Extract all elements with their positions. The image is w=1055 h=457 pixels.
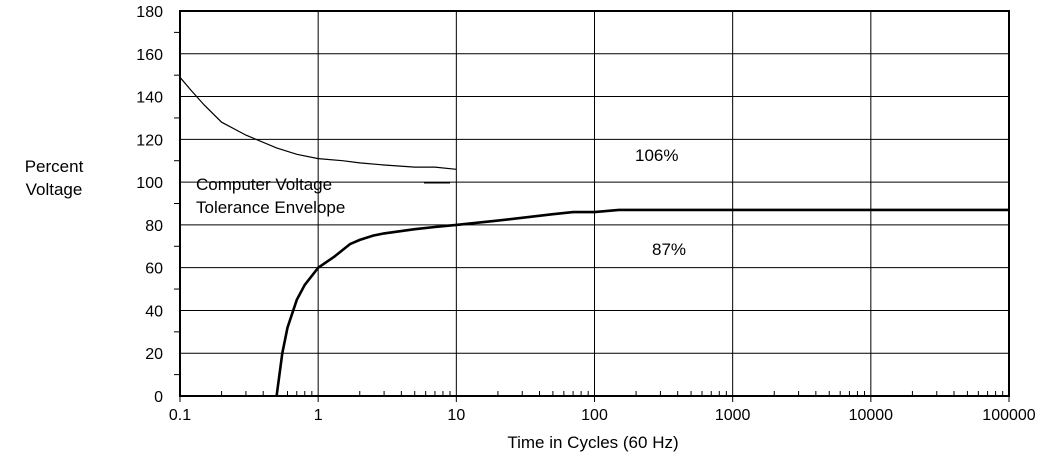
lower-limit-curve [275,208,1009,397]
x-tick-label: 1 [314,407,323,424]
lower-percent-label: 87% [652,240,686,259]
envelope-label-line-2: Tolerance Envelope [196,198,345,217]
x-tick-label: 0.1 [169,407,191,424]
y-axis-label-line-2: Voltage [26,180,83,199]
upper-percent-label: 106% [635,146,678,165]
minor-ticks [174,31,1010,402]
x-tick-label: 100 [581,407,608,424]
y-tick-label: 60 [145,261,163,278]
y-tick-label: 20 [145,346,163,363]
x-axis-label: Time in Cycles (60 Hz) [507,433,678,452]
y-tick-label: 40 [145,303,163,320]
y-tick-label: 80 [145,218,163,235]
x-tick-label: 10000 [849,407,894,424]
x-tick-labels: 0.1 1 10 100 1000 10000 100000 [169,407,1036,424]
x-tick-label: 100000 [982,407,1035,424]
y-tick-label: 100 [136,175,163,192]
x-tick-label: 10 [447,407,465,424]
y-tick-label: 0 [154,389,163,406]
y-tick-label: 180 [136,4,163,21]
y-tick-label: 120 [136,132,163,149]
plot-frame [179,10,1010,397]
envelope-label-line-1: Computer Voltage [196,175,332,194]
x-tick-label: 1000 [715,407,751,424]
y-tick-label: 140 [136,90,163,107]
upper-limit-curve [179,76,457,170]
y-axis-label-line-1: Percent [25,157,84,176]
y-tick-label: 160 [136,47,163,64]
y-tick-labels: 0 20 40 60 80 100 120 140 160 180 [136,4,163,406]
